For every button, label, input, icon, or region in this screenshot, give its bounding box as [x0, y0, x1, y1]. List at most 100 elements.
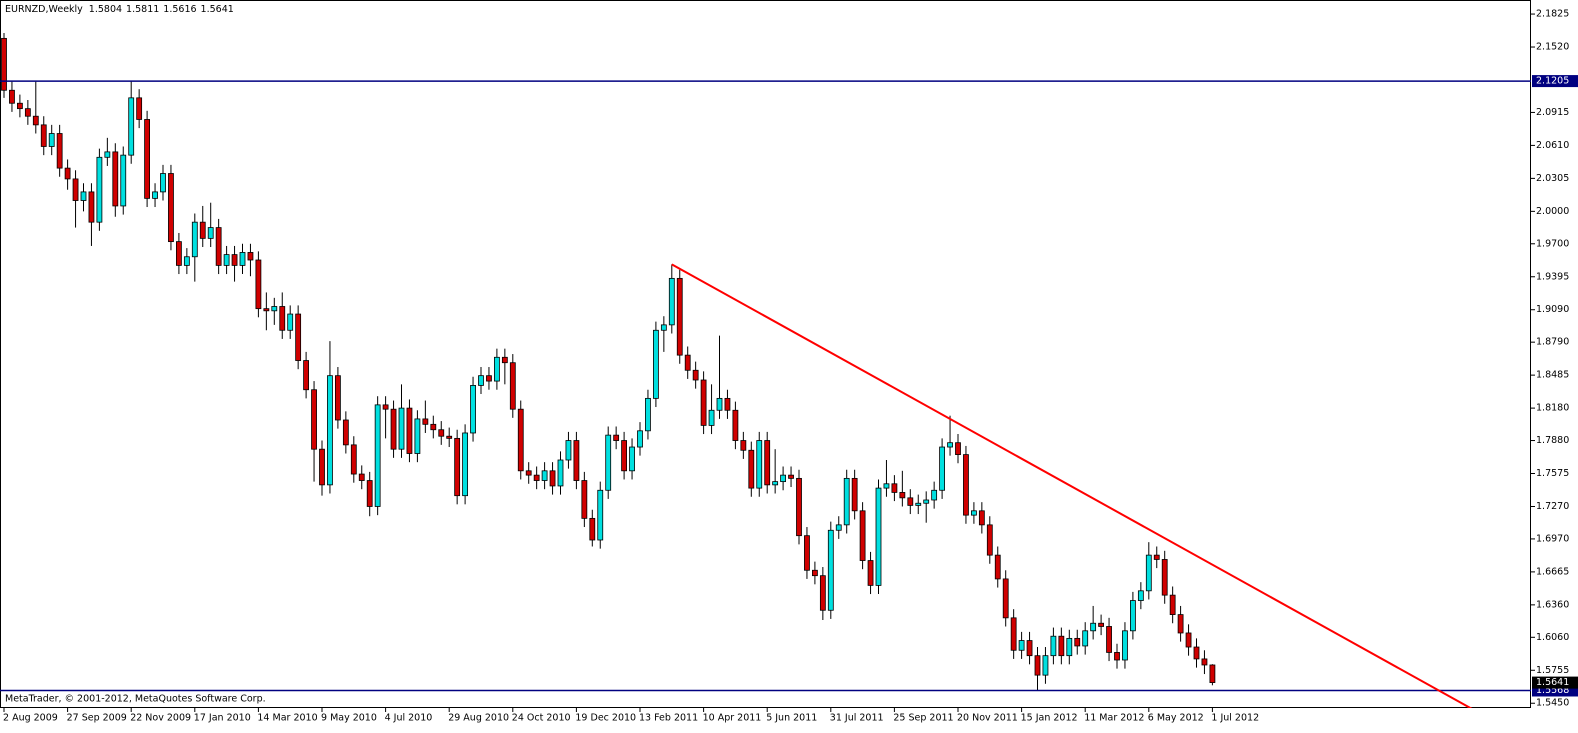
- x-tick-label: 9 May 2010: [321, 713, 377, 724]
- x-tick-label: 24 Oct 2010: [512, 713, 571, 724]
- candle-body: [358, 473, 365, 481]
- y-tick-label: 1.8485: [1536, 370, 1569, 381]
- candle-body: [1042, 655, 1049, 676]
- candle-body: [104, 151, 111, 158]
- candle-body: [637, 430, 643, 448]
- candle-body: [1082, 630, 1089, 647]
- x-tick-label: 11 Mar 2012: [1084, 713, 1144, 724]
- candle-body: [215, 227, 222, 266]
- price-label-bg: [1532, 75, 1578, 88]
- footer: MetaTrader, © 2001-2012, MetaQuotes Soft…: [5, 694, 266, 705]
- candle-body: [1137, 590, 1144, 601]
- candle-body: [390, 408, 397, 450]
- chart-header: EURNZD,Weekly 1.5804 1.5811 1.5616 1.5641: [5, 4, 234, 15]
- candle-body: [1034, 655, 1041, 676]
- candle-body: [1201, 658, 1208, 666]
- candle-body: [557, 459, 564, 487]
- y-tick-label: 2.1520: [1536, 42, 1569, 53]
- candle-body: [517, 408, 524, 472]
- candle-body: [1122, 630, 1128, 661]
- candle-body: [295, 313, 302, 361]
- candle-body: [470, 385, 476, 434]
- candle-body: [700, 379, 707, 426]
- candle-body: [478, 375, 484, 386]
- candle-body: [311, 389, 317, 450]
- candle-body: [724, 397, 731, 411]
- candle-body: [772, 481, 779, 486]
- candle-body: [660, 324, 667, 331]
- candle-body: [247, 252, 254, 261]
- candle-body: [732, 409, 739, 441]
- ohlc-open: 1.5804: [89, 4, 122, 15]
- candle-body: [16, 102, 23, 110]
- candle-body: [438, 429, 445, 437]
- x-tick-label: 4 Jul 2010: [385, 713, 433, 724]
- candle-body: [191, 221, 198, 258]
- candle-body: [986, 524, 993, 556]
- candle-body: [422, 418, 429, 425]
- x-tick-label: 27 Sep 2009: [67, 713, 127, 724]
- candle-body: [56, 133, 63, 169]
- candle-body: [875, 487, 882, 586]
- candle-body: [835, 524, 842, 531]
- candle-body: [40, 124, 47, 147]
- candle-body: [231, 254, 238, 266]
- candle-body: [668, 277, 675, 326]
- candle-body: [605, 434, 612, 491]
- candle-body: [1026, 640, 1033, 657]
- candle-body: [48, 133, 55, 147]
- candle-body: [621, 440, 627, 472]
- candle-body: [382, 404, 389, 410]
- candle-body: [804, 535, 810, 571]
- candle-body: [239, 252, 246, 266]
- y-tick-label: 1.6665: [1536, 566, 1569, 577]
- candle-body: [223, 254, 230, 266]
- candle-body: [24, 108, 31, 117]
- plot-frame: [0, 0, 1531, 708]
- candle-body: [136, 97, 143, 120]
- candle-body: [994, 554, 1001, 580]
- candle-body: [303, 360, 310, 391]
- candle-body: [819, 575, 826, 611]
- candle-body: [64, 167, 71, 180]
- candle-body: [1058, 635, 1065, 657]
- candle-body: [716, 397, 723, 411]
- candle-body: [923, 499, 930, 504]
- candle-body: [1066, 637, 1073, 657]
- candle-body: [812, 569, 818, 577]
- candle-body: [899, 492, 906, 499]
- candle-body: [533, 474, 540, 481]
- candle-body: [1010, 617, 1017, 651]
- x-tick-label: 10 Apr 2011: [703, 713, 762, 724]
- candle-body: [915, 502, 922, 506]
- candle-body: [279, 306, 286, 331]
- candle-body: [430, 423, 437, 431]
- candle-body: [843, 477, 850, 526]
- candle-body: [144, 119, 151, 199]
- candle-body: [263, 308, 270, 312]
- candle-body: [1177, 614, 1184, 634]
- candle-body: [1145, 554, 1152, 592]
- candle-body: [851, 477, 858, 512]
- candle-body: [128, 97, 135, 156]
- candle-body: [88, 191, 95, 223]
- ohlc-close: 1.5641: [201, 4, 234, 15]
- candle-body: [589, 517, 596, 541]
- candle-body: [827, 529, 834, 611]
- candle-body: [454, 437, 461, 497]
- candle-body: [1002, 578, 1009, 619]
- candle-body: [207, 227, 214, 239]
- candle-body: [931, 489, 938, 501]
- x-tick-label: 19 Dec 2010: [575, 713, 636, 724]
- candle-body: [1193, 646, 1200, 660]
- y-tick-label: 2.1825: [1536, 9, 1569, 20]
- candle-body: [175, 241, 182, 266]
- candle-body: [366, 480, 373, 507]
- candle-body: [120, 154, 127, 207]
- candle-body: [756, 440, 763, 489]
- candle-body: [676, 277, 683, 356]
- candle-body: [1090, 622, 1097, 632]
- y-tick-label: 2.0000: [1536, 206, 1569, 217]
- candle-body: [708, 409, 715, 426]
